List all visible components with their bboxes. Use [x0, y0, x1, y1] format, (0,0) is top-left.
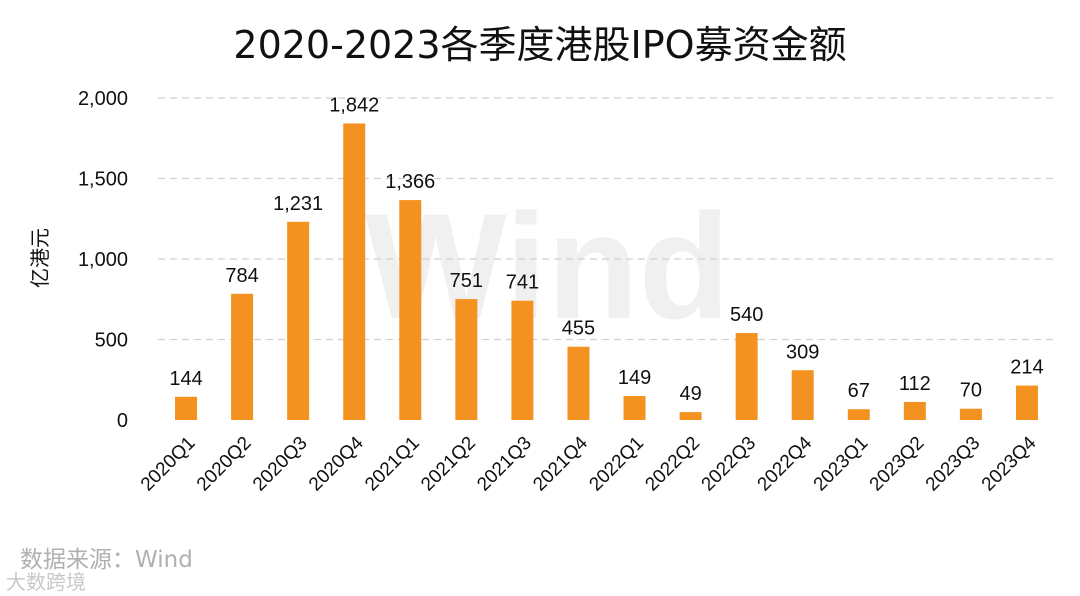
- x-tick-label: 2021Q1: [361, 433, 424, 496]
- data-label: 540: [730, 304, 763, 326]
- bar: [735, 333, 758, 420]
- x-tick-label: 2022Q3: [698, 433, 761, 496]
- x-tick-label: 2020Q2: [193, 433, 256, 496]
- x-tick-label: 2022Q4: [754, 432, 817, 495]
- x-tick-label: 2020Q4: [305, 432, 368, 495]
- y-tick-label: 0: [117, 410, 128, 432]
- bar: [231, 293, 254, 420]
- y-axis: 0 500 1,000 1,500 2,000: [78, 88, 128, 432]
- bar: [343, 123, 366, 421]
- data-label: 1,366: [385, 171, 435, 193]
- bar: [287, 221, 310, 420]
- data-label: 751: [450, 270, 483, 292]
- bar: [623, 396, 646, 420]
- y-tick-label: 500: [95, 330, 128, 352]
- watermark: Wind: [365, 182, 730, 350]
- bar: [567, 346, 590, 420]
- y-tick-label: 2,000: [78, 88, 128, 110]
- y-tick-label: 1,500: [78, 169, 128, 191]
- bar: [175, 396, 198, 420]
- data-label: 49: [679, 383, 701, 405]
- chart-title: 2020-2023各季度港股IPO募资金额: [233, 23, 846, 67]
- data-label: 144: [169, 368, 202, 390]
- data-label: 214: [1010, 357, 1043, 379]
- x-axis: 2020Q12020Q22020Q32020Q42021Q12021Q22021…: [137, 432, 1041, 495]
- data-label: 112: [899, 373, 931, 395]
- data-labels: 144 784 1,231 1,842 1,366 751 741 455 149 49 540 30…: [169, 94, 1043, 405]
- x-tick-label: 2020Q3: [249, 433, 312, 496]
- data-label: 70: [960, 380, 982, 402]
- data-label: 1,842: [329, 94, 379, 116]
- x-tick-label: 2021Q2: [417, 433, 480, 496]
- x-tick-label: 2021Q4: [529, 432, 592, 495]
- bar: [399, 200, 422, 420]
- bar: [959, 408, 982, 420]
- source-note: 数据来源：Wind: [20, 547, 193, 573]
- x-tick-label: 2022Q2: [641, 433, 704, 496]
- bar: [847, 409, 870, 420]
- x-tick-label: 2023Q2: [866, 433, 929, 496]
- x-tick-label: 2023Q4: [978, 432, 1041, 495]
- x-tick-label: 2020Q1: [137, 433, 200, 496]
- x-tick-label: 2022Q1: [585, 433, 648, 496]
- data-label: 1,231: [273, 193, 323, 215]
- bars: [175, 123, 1038, 421]
- data-label: 455: [562, 318, 595, 340]
- x-tick-label: 2023Q1: [810, 433, 873, 496]
- data-label: 67: [848, 380, 870, 402]
- bar: [511, 300, 534, 420]
- bar: [1015, 385, 1038, 420]
- data-label: 149: [618, 367, 651, 389]
- data-label: 741: [506, 272, 539, 294]
- y-axis-label: 亿港元: [28, 228, 52, 288]
- bar: [455, 299, 478, 420]
- x-tick-label: 2021Q3: [473, 433, 536, 496]
- data-label: 784: [225, 265, 258, 287]
- brand-watermark: 大数跨境: [6, 570, 86, 594]
- bar: [679, 412, 702, 420]
- bar: [791, 370, 814, 420]
- y-tick-label: 1,000: [78, 249, 128, 271]
- bar: [903, 401, 926, 420]
- data-label: 309: [786, 341, 819, 363]
- x-tick-label: 2023Q3: [922, 433, 985, 496]
